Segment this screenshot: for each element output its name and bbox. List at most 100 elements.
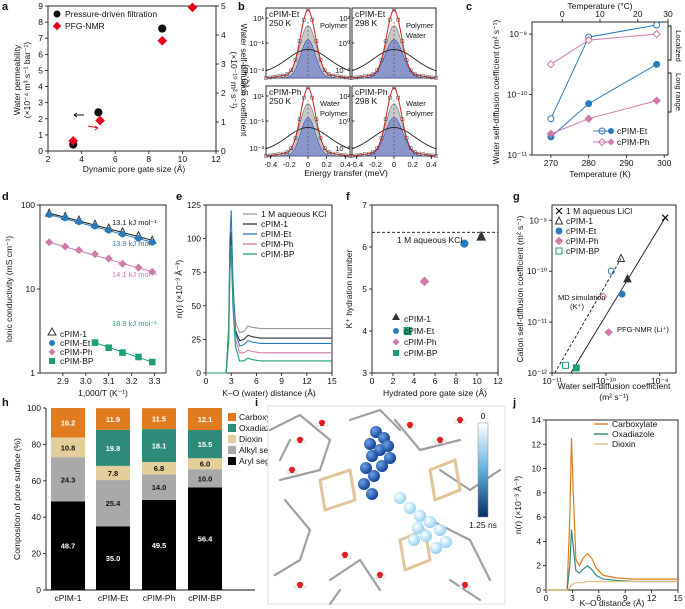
h-ytick-label-1: 20 [32,549,42,559]
h-ylabel: Composition of pore surface (%) [12,438,22,560]
a-ylabel-1: Water permeability [12,44,22,115]
a-ytick-label-7: 7 [38,33,43,43]
g-xlabel-2: (m² s⁻¹) [599,392,629,402]
b-sample-temp-2: 250 K [269,96,292,106]
i-water-h1-6 [339,555,344,560]
a-y2label-1: Water self-diffusion coefficient [239,24,249,137]
h-bar-value-3-4: 12.1 [198,415,213,424]
b-data-point-2-11 [310,95,314,100]
i-water-oxygen-7 [376,571,384,579]
c-point-0-0 [547,115,555,123]
e-xtick-label-2: 6 [254,376,259,386]
panel-c: 270 280 290 300 0 10 20 30 10⁻¹¹ 10⁻¹⁰ 10⁻⁹ Temper… [491,1,683,179]
f-legend-marker-bp [393,350,399,356]
a-point-filtration-1 [94,108,103,117]
b-data-point-1-2 [358,75,363,79]
b-data-point-0-5 [285,72,289,76]
a-xtick-label-2: 6 [113,154,118,164]
i-aromatic-stick-11 [398,538,407,572]
i-polymer-stick-11 [438,468,472,492]
j-ytick-label-5: 10 [532,464,542,474]
d-point-2-2 [74,246,83,255]
i-ion-trajectory-late-5 [419,529,433,543]
b-ytick-label-3-1: 10⁰ [339,117,350,126]
h-bar-segment-3-0 [188,487,222,590]
b-data-point-1-19 [430,75,434,80]
a-legend-marker-nmr [52,21,62,31]
h-legend-swatch-0 [228,413,236,421]
i-water-h1-4 [434,440,439,445]
a-marks [68,2,198,149]
i-ion-trajectory-late-1 [403,501,417,515]
i-aromatic-stick-10 [403,558,432,572]
h-bar-value-2-4: 11.5 [152,415,166,424]
g-ytick-label-2: 10⁻¹⁰ [527,266,548,276]
a-ytick-label-4: 4 [38,82,43,92]
b-data-point-3-8 [383,117,388,121]
d-point-1-1 [61,214,69,222]
h-bars: 48.7 24.3 10.8 16.2 cPIM-1 35.0 25.4 7.8 19.8 11.… [51,408,222,603]
f-legend-et: cPIM-Et [404,326,435,336]
b-data-point-3-4 [367,151,371,156]
b-data-point-0-6 [289,68,293,73]
c-point-1-2 [653,60,661,68]
g-md-line [554,258,622,374]
b-data-point-1-14 [409,68,413,73]
h-legend-label-4: Aryl segment [239,456,289,466]
g-point-7 [561,361,569,369]
panel-e: 0 3 6 9 12 15 0 25 50 75 100 125 K–O (water) distan… [174,200,337,398]
i-water-h1-9 [459,585,464,590]
a-ytick-label-9: 9 [38,1,43,11]
a-ytick-label-0: 0 [38,146,43,156]
e-legend-label-1: cPIM-1 [261,219,288,229]
j-xtick-label-2: 6 [596,593,601,603]
c-marks [546,21,661,141]
c-point-1-1 [585,100,593,108]
i-water-h2-2 [294,470,299,475]
i-water-h1-7 [374,575,379,580]
c-point-3-0 [546,129,556,139]
e-legend: 1 M aqueous KClcPIM-1cPIM-EtcPIM-PhcPIM-… [243,209,326,259]
h-ytick-label-5: 100 [27,403,41,413]
i-cbar-top: 0 [481,411,486,421]
e-xtick-label-4: 12 [302,376,312,386]
c-legend-ph-open [597,137,607,147]
e-ytick-label-3: 75 [192,267,202,277]
a-xlabel: Dynamic pore gate size (Å) [83,164,186,174]
j-legend-label-0: Carboxylate [612,419,658,429]
b-data-point-3-14 [409,146,413,151]
d-legend-ph: cPIM-Ph [60,347,93,357]
e-legend-label-2: cPIM-Et [261,229,292,239]
h-legend-swatch-1 [228,424,236,432]
b-data-point-0-18 [339,75,344,79]
a-y2label-2: (×10⁻¹⁰ m² s⁻¹) [229,51,239,108]
d-point-3-2 [119,349,126,356]
i-water-oxygen-5 [456,416,464,424]
h-legend-label-3: Alkyl segment [239,445,293,455]
f-ytick-label-0: 3 [362,368,367,378]
a2-ytick-label-2: 2 [221,88,226,98]
c-ann-longrange: Long range [674,73,683,111]
g-xlabel-1: Water self-diffusion coefficient [558,381,671,391]
d-point-2-1 [61,242,70,251]
b-data-point-2-16 [331,151,335,156]
i-ion-trajectory-late-3 [423,515,437,529]
i-ion-trajectory-early-7 [368,470,380,482]
a-point-nmr-0 [68,136,79,146]
b-data-point-3-5 [371,150,375,154]
j-xtick-label-1: 3 [570,593,575,603]
i-ion-trajectory-early-9 [384,452,396,464]
a-arrow-left [73,112,84,118]
a-ylabel-2: (×10⁻⁴ m³ s⁻¹ bar⁻¹) [22,42,32,119]
b-data-point-2-18 [339,153,344,157]
b-data-point-1-10 [392,7,396,12]
b-ytick-label-2-2: 10¹ [253,92,264,101]
c-legend-ph-filled [607,138,615,146]
i-water-h2-5 [462,420,467,425]
panel-label-a: a [2,1,9,13]
i-water-h2-3 [412,425,417,430]
